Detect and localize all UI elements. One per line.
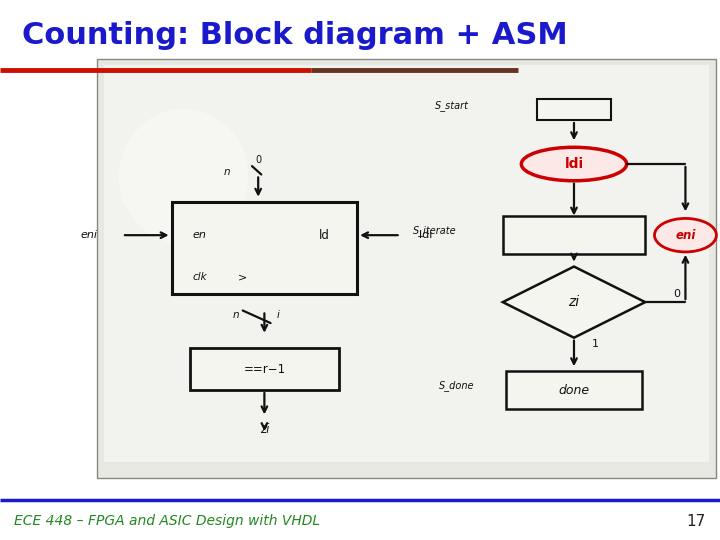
FancyBboxPatch shape	[171, 201, 357, 294]
Text: 17: 17	[686, 514, 706, 529]
Text: ldi: ldi	[564, 157, 583, 171]
FancyBboxPatch shape	[190, 348, 338, 390]
Text: S_done: S_done	[439, 380, 475, 392]
Text: done: done	[559, 383, 590, 396]
FancyBboxPatch shape	[97, 59, 716, 478]
Ellipse shape	[521, 147, 626, 181]
Text: n: n	[224, 167, 230, 178]
Text: 0: 0	[255, 155, 261, 165]
FancyBboxPatch shape	[537, 99, 611, 120]
Text: n: n	[233, 309, 240, 320]
Text: eni: eni	[80, 230, 97, 240]
Ellipse shape	[119, 109, 248, 244]
Text: ECE 448 – FPGA and ASIC Design with VHDL: ECE 448 – FPGA and ASIC Design with VHDL	[14, 514, 320, 528]
Text: i: i	[276, 309, 279, 320]
Text: en: en	[192, 230, 207, 240]
Text: ==r−1: ==r−1	[243, 362, 285, 376]
FancyBboxPatch shape	[506, 371, 642, 409]
Text: 0: 0	[673, 289, 680, 299]
Text: S_start: S_start	[435, 100, 469, 111]
FancyBboxPatch shape	[104, 65, 709, 462]
Text: >: >	[238, 272, 247, 282]
Text: ldi: ldi	[419, 230, 433, 240]
Text: clk: clk	[192, 272, 207, 282]
FancyBboxPatch shape	[503, 217, 645, 254]
Text: Counting: Block diagram + ASM: Counting: Block diagram + ASM	[22, 21, 567, 50]
Text: ld: ld	[318, 228, 329, 242]
Text: zi: zi	[260, 423, 269, 436]
Text: S_iterate: S_iterate	[413, 226, 456, 237]
Text: eni: eni	[675, 228, 696, 242]
Text: 1: 1	[592, 339, 599, 349]
Text: zi: zi	[568, 295, 580, 309]
Polygon shape	[503, 267, 645, 338]
Ellipse shape	[654, 218, 716, 252]
